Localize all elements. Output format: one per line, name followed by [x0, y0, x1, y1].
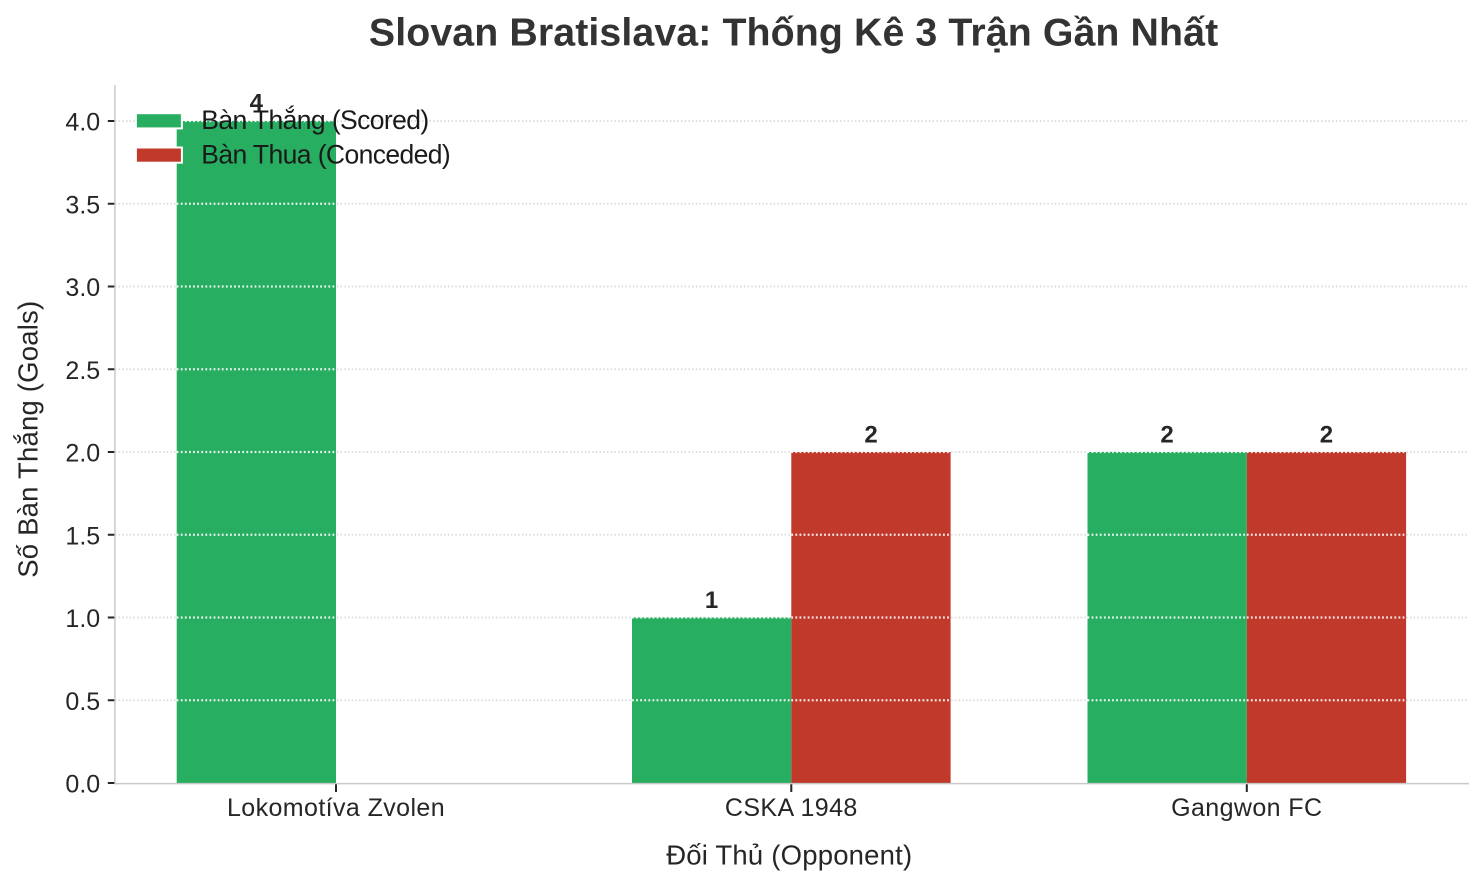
svg-text:Số Bàn Thắng (Goals): Số Bàn Thắng (Goals) — [13, 301, 44, 578]
svg-text:2.5: 2.5 — [65, 357, 100, 385]
svg-text:Đối Thủ (Opponent): Đối Thủ (Opponent) — [666, 840, 912, 871]
svg-text:Gangwon FC: Gangwon FC — [1171, 794, 1322, 822]
svg-text:0.5: 0.5 — [65, 688, 100, 716]
svg-text:4.0: 4.0 — [65, 109, 100, 137]
svg-text:Bàn Thắng (Scored): Bàn Thắng (Scored) — [201, 105, 428, 135]
svg-text:1.0: 1.0 — [65, 605, 100, 633]
svg-text:4: 4 — [250, 89, 264, 116]
svg-text:1.5: 1.5 — [65, 522, 100, 550]
svg-text:Lokomotíva Zvolen: Lokomotíva Zvolen — [227, 794, 445, 822]
svg-text:2.0: 2.0 — [65, 440, 100, 468]
svg-text:2: 2 — [864, 421, 877, 448]
svg-text:3.0: 3.0 — [65, 274, 100, 302]
svg-text:2: 2 — [1160, 421, 1173, 448]
svg-text:Slovan Bratislava: Thống Kê 3: Slovan Bratislava: Thống Kê 3 Trận Gần N… — [369, 10, 1218, 54]
svg-text:CSKA 1948: CSKA 1948 — [725, 794, 858, 822]
svg-text:0.0: 0.0 — [65, 771, 100, 799]
svg-text:2: 2 — [1320, 421, 1333, 448]
svg-text:1: 1 — [705, 587, 718, 614]
svg-text:3.5: 3.5 — [65, 191, 100, 219]
svg-text:Bàn Thua (Conceded): Bàn Thua (Conceded) — [201, 139, 450, 169]
